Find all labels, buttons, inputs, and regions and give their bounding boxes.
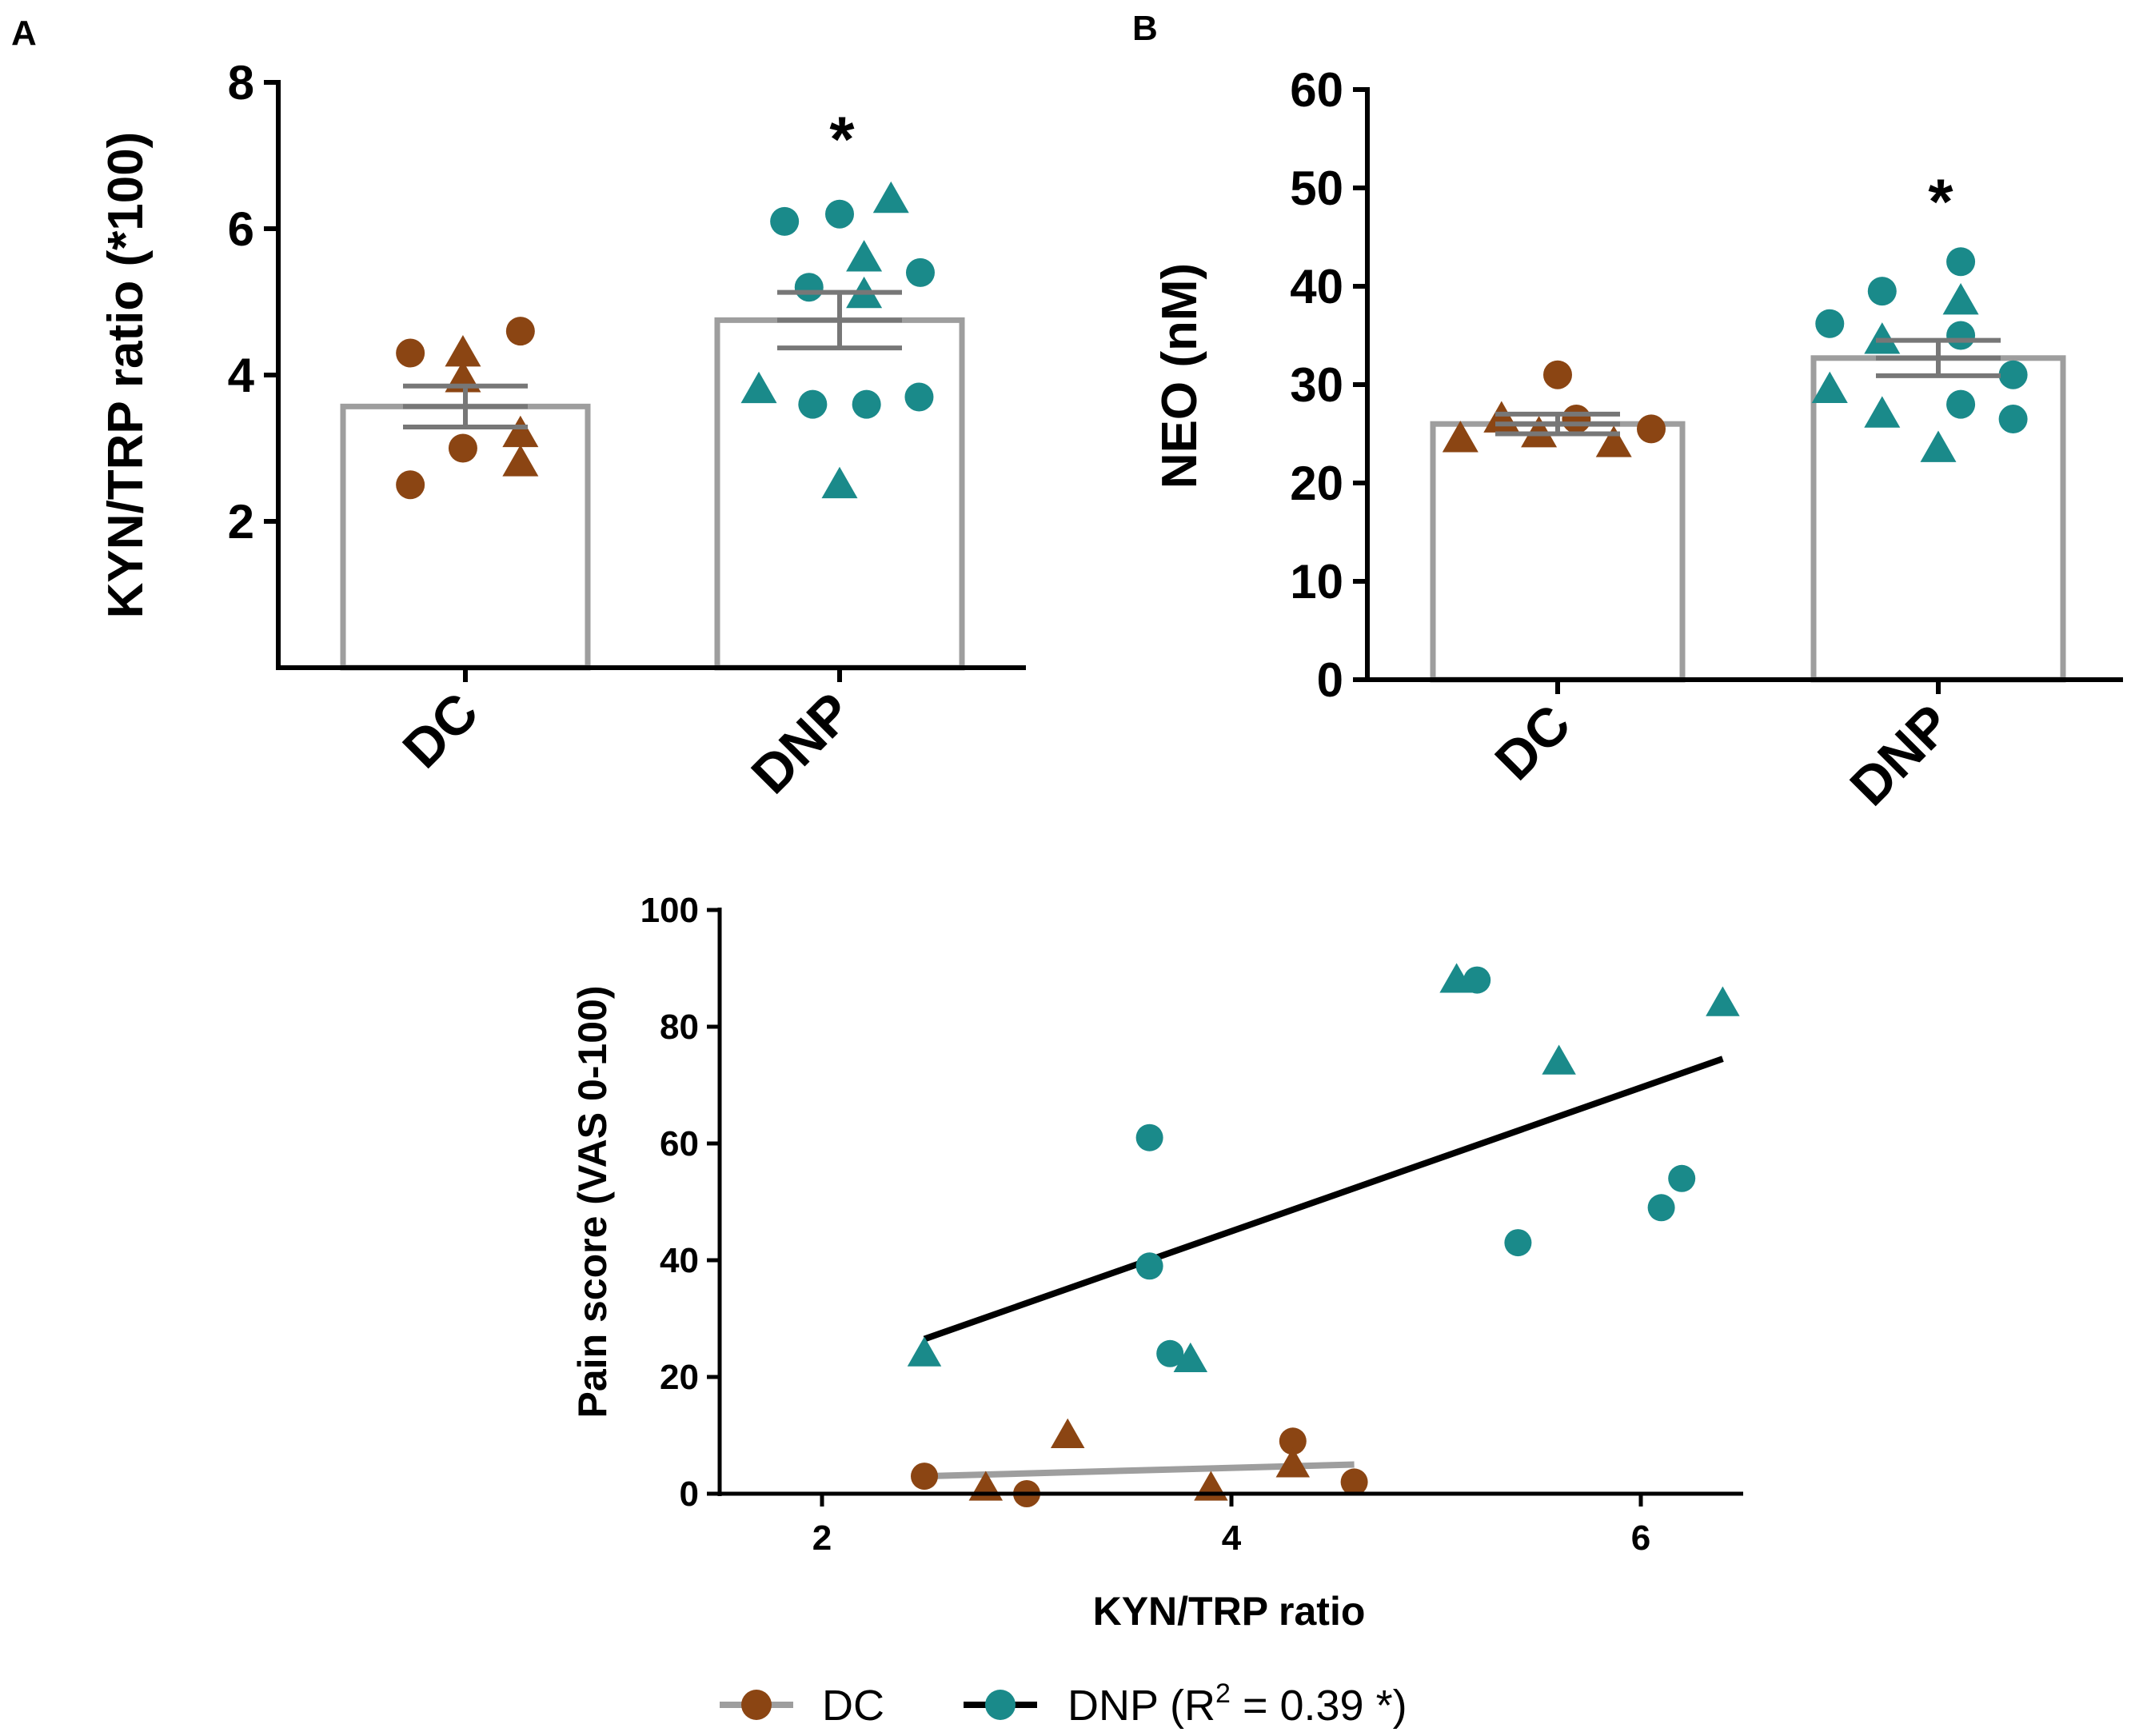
panel-a-y-tick-label-8: 8 xyxy=(228,56,254,110)
panel-c-point-dnp-1 xyxy=(1135,1123,1163,1151)
panel-c-point-dc-8 xyxy=(1275,1447,1311,1478)
panel-a-point-dnp-7 xyxy=(904,382,934,412)
panel-c-point-dnp-4 xyxy=(1463,966,1491,994)
panel-c-point-dc-6 xyxy=(1050,1418,1085,1448)
panel-b-point-dc-7 xyxy=(1595,425,1632,457)
panel-b-category-label-dc: DC xyxy=(1483,693,1582,792)
panel-c-y-tick-label-40: 40 xyxy=(660,1241,699,1280)
panel-b-point-dc-5 xyxy=(1442,421,1479,453)
panel-a-label: A xyxy=(11,14,37,53)
panel-c-point-dnp-6 xyxy=(1647,1194,1675,1222)
panel-a-errorbar-dc xyxy=(403,383,528,429)
panel-b-label: B xyxy=(1132,9,1158,48)
panel-b-point-dnp-12 xyxy=(1920,430,1957,462)
panel-c-point-dc-1 xyxy=(911,1463,938,1491)
panel-a-point-dnp-5 xyxy=(798,389,828,419)
panel-b-y-tick-label-50: 50 xyxy=(1290,162,1343,215)
panel-a-point-dc-8 xyxy=(502,445,539,477)
panel-c-point-dnp-7 xyxy=(1668,1164,1696,1192)
panel-c-x-tick-label-4: 4 xyxy=(1222,1519,1242,1558)
panel-a-point-dc-5 xyxy=(445,335,481,367)
panel-b-y-tick-label-0: 0 xyxy=(1317,653,1343,707)
panel-a-point-dnp-11 xyxy=(740,371,777,404)
panel-a-errorbar-dnp xyxy=(777,289,902,351)
panel-c-point-dnp-10 xyxy=(1439,963,1474,993)
panel-c-point-dnp-12 xyxy=(1706,986,1740,1016)
legend-dnp-marker xyxy=(985,1690,1016,1720)
panel-a-y-tick-label-4: 4 xyxy=(228,349,255,402)
panel-b-point-dnp-11 xyxy=(1864,396,1901,428)
panel-c-y-tick-label-20: 20 xyxy=(660,1358,699,1397)
panel-c-x-axis-title: KYN/TRP ratio xyxy=(1093,1589,1366,1634)
panel-c-x-tick-label-6: 6 xyxy=(1631,1519,1650,1558)
legend-dc-label: DC xyxy=(822,1682,884,1730)
panel-a-point-dnp-4 xyxy=(905,257,935,287)
panel-b-y-tick-label-10: 10 xyxy=(1290,555,1343,609)
panel-b-y-tick-label-20: 20 xyxy=(1290,457,1343,510)
panel-a-y-tick-label-6: 6 xyxy=(228,202,254,256)
panel-b-point-dc-4 xyxy=(1483,401,1520,433)
panel-a-point-dc-4 xyxy=(505,317,535,346)
panel-b-point-dc-2 xyxy=(1562,405,1591,434)
panel-a-point-dnp-6 xyxy=(852,389,881,419)
panel-a-point-dnp-2 xyxy=(825,199,854,229)
legend-dnp-label: DNP (R2 = 0.39 *) xyxy=(1067,1678,1407,1730)
panel-a-point-dc-2 xyxy=(396,470,425,500)
panel-b-point-dnp-10 xyxy=(1811,371,1848,404)
panel-c-point-dnp-3 xyxy=(1156,1339,1184,1367)
panel-a-point-dc-1 xyxy=(396,338,425,368)
panel-b-significance-dnp: * xyxy=(1928,166,1953,237)
panel-a-y-tick-label-2: 2 xyxy=(228,495,254,549)
panel-c-point-dnp-5 xyxy=(1504,1229,1532,1257)
panel-a-y-axis-title: KYN/TRP ratio (*100) xyxy=(98,132,154,619)
panel-a-point-dnp-1 xyxy=(770,206,800,236)
panel-a-point-dc-7 xyxy=(502,415,539,448)
panel-c-y-axis-title: Pain score (VAS 0-100) xyxy=(570,986,615,1419)
panel-c-point-dc-3 xyxy=(1279,1427,1307,1455)
panel-a-significance-dnp: * xyxy=(829,103,855,174)
panel-c-y-tick-label-60: 60 xyxy=(660,1124,699,1163)
panel-a-point-dnp-12 xyxy=(821,466,858,499)
panel-b-point-dnp-7 xyxy=(1998,405,2028,434)
panel-c-y-tick-label-80: 80 xyxy=(660,1008,699,1047)
panel-c-point-dnp-11 xyxy=(1542,1044,1576,1075)
panel-b-y-tick-label-40: 40 xyxy=(1290,260,1343,313)
panel-b-point-dnp-4 xyxy=(1946,321,1976,350)
panel-a-point-dnp-3 xyxy=(794,273,824,302)
panel-b-y-axis-title: NEO (nM) xyxy=(1152,263,1207,489)
panel-b-errorbar-dc xyxy=(1495,411,1620,437)
panel-a-point-dnp-9 xyxy=(846,240,883,272)
panel-c-point-dc-4 xyxy=(1340,1468,1368,1496)
panel-c-point-dnp-9 xyxy=(1173,1342,1208,1373)
panel-b-bar-dc xyxy=(1430,421,1686,683)
panel-b-point-dc-1 xyxy=(1543,360,1572,389)
panel-c-point-dnp-8 xyxy=(907,1336,942,1367)
panel-c-x-tick-label-2: 2 xyxy=(812,1519,832,1558)
panel-b-point-dnp-8 xyxy=(1942,282,1979,315)
panel-b-bar-dnp xyxy=(1810,355,2066,683)
panel-c-y-tick-label-100: 100 xyxy=(640,891,699,930)
panel-a-point-dc-3 xyxy=(448,433,477,463)
panel-b-point-dnp-1 xyxy=(1946,247,1976,277)
panel-b-y-tick-label-60: 60 xyxy=(1290,63,1343,117)
panel-b-point-dnp-5 xyxy=(1998,360,2028,389)
panel-c-point-dnp-2 xyxy=(1135,1252,1163,1280)
legend-dc-marker xyxy=(741,1690,772,1720)
panel-b-point-dc-3 xyxy=(1637,414,1666,444)
panel-b-y-tick-label-30: 30 xyxy=(1290,358,1343,412)
panel-c-y-tick-label-0: 0 xyxy=(680,1475,699,1514)
panel-c-point-dc-7 xyxy=(1194,1471,1228,1501)
panel-a-category-label-dnp: DNP xyxy=(740,681,864,805)
panel-b-point-dnp-2 xyxy=(1867,277,1897,306)
panel-a-point-dnp-8 xyxy=(872,181,909,214)
panel-b-errorbar-dnp xyxy=(1876,337,2001,378)
panel-a-category-label-dc: DC xyxy=(391,681,489,780)
panel-b-point-dnp-6 xyxy=(1946,389,1976,419)
panel-b-point-dnp-3 xyxy=(1815,309,1845,338)
panel-c-fit-line-dnp xyxy=(923,1056,1724,1343)
panel-b-category-label-dnp: DNP xyxy=(1838,693,1962,817)
